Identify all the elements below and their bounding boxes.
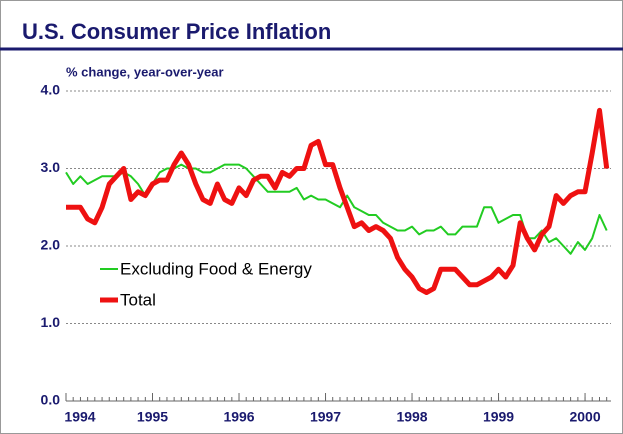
x-tick-label: 1994 <box>64 409 95 425</box>
legend-label: Excluding Food & Energy <box>120 259 312 278</box>
x-tick-label: 1999 <box>483 409 514 425</box>
series-line <box>65 163 608 255</box>
series-line <box>66 107 610 295</box>
x-tick-label: 1997 <box>310 409 341 425</box>
chart-title: U.S. Consumer Price Inflation <box>22 19 331 44</box>
x-tick-label: 1998 <box>396 409 427 425</box>
y-tick-label: 1.0 <box>41 314 61 330</box>
y-tick-label: 4.0 <box>41 82 61 98</box>
y-tick-label: 0.0 <box>41 392 61 408</box>
x-tick-label: 1996 <box>223 409 254 425</box>
y-tick-label: 2.0 <box>41 237 61 253</box>
y-tick-label: 3.0 <box>41 159 61 175</box>
y-axis-label: % change, year-over-year <box>66 64 224 79</box>
x-tick-label: 1995 <box>137 409 168 425</box>
x-tick-label: 2000 <box>569 409 600 425</box>
legend-label: Total <box>120 290 156 309</box>
